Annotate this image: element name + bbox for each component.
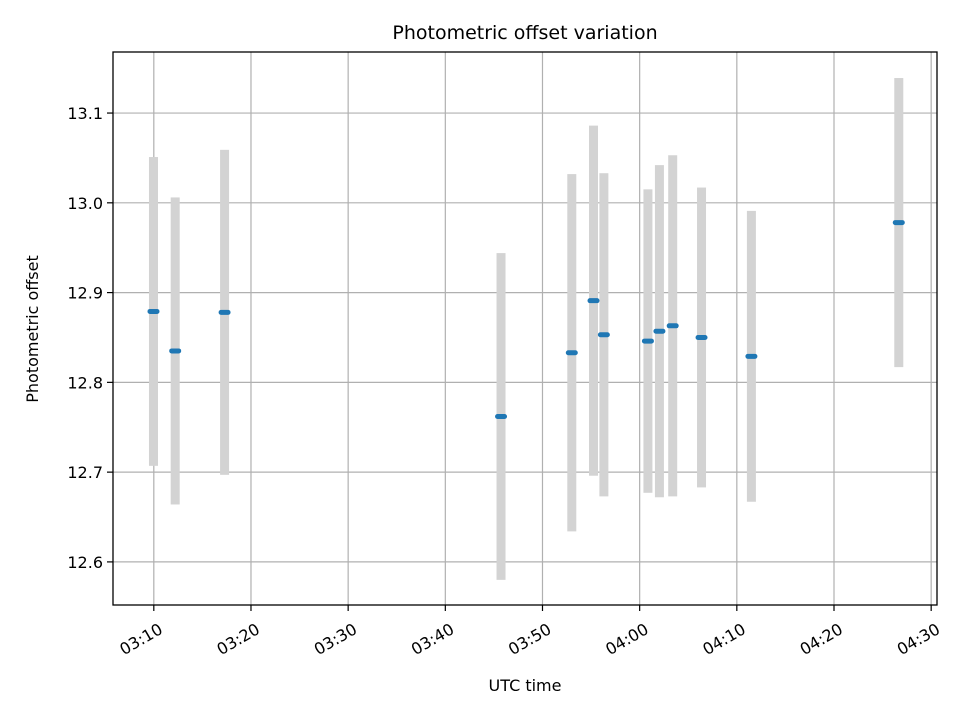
y-tick-label: 12.8 (67, 373, 103, 392)
axes-frame (112, 51, 938, 606)
data-point (587, 298, 600, 304)
grid-lines (113, 52, 937, 605)
plot-frame (112, 51, 938, 606)
data-point (597, 332, 610, 338)
y-tick-label: 12.7 (67, 463, 103, 482)
data-points (147, 220, 905, 419)
data-point (745, 353, 758, 359)
y-tick-label: 13.0 (67, 194, 103, 213)
data-point (653, 328, 666, 334)
data-point (218, 309, 231, 315)
y-tick-label: 12.6 (67, 553, 103, 572)
y-tick-label: 12.9 (67, 284, 103, 303)
data-point (892, 220, 905, 226)
data-point (565, 350, 578, 356)
data-point (695, 334, 708, 340)
data-point (641, 338, 654, 344)
y-axis-label: Photometric offset (23, 255, 42, 403)
y-axis-ticks: 12.6 12.7 12.8 12.9 13.0 13.1 (67, 104, 113, 572)
y-tick-label: 13.1 (67, 104, 103, 123)
chart-title: Photometric offset variation (392, 22, 657, 44)
data-point (147, 308, 160, 314)
data-point (169, 348, 182, 354)
data-point (666, 323, 679, 329)
x-axis-label: UTC time (489, 676, 562, 695)
data-point (495, 413, 508, 419)
